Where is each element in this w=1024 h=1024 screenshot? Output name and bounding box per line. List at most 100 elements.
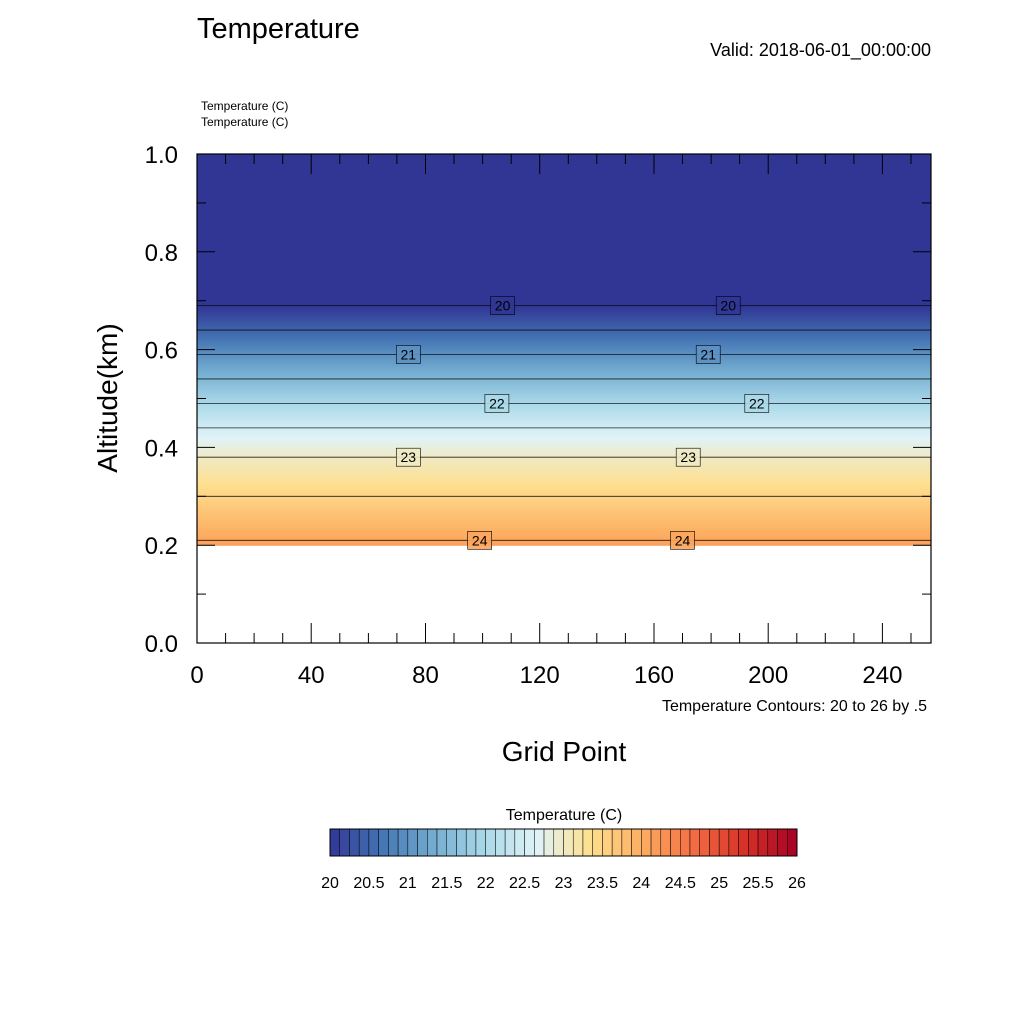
contour-label: 24 [472,532,488,548]
temperature-band [197,408,931,411]
temperature-band [197,320,931,323]
colorbar-box [787,828,798,857]
contour-label-box [715,296,741,315]
temperature-band [197,359,931,362]
colorbar-box [582,828,593,857]
temperature-band [197,230,931,233]
colorbar-box [689,828,700,857]
colorbar-box [358,828,370,857]
colorbar-tick-label: 26 [788,875,806,892]
temperature-band [197,294,931,298]
temperature-band [197,376,931,380]
colorbar-tick-label: 25 [710,875,728,892]
temperature-band [197,328,931,331]
temperature-band [197,361,931,364]
temperature-band [197,496,931,499]
temperature-band [197,163,931,167]
temperature-band [197,337,931,341]
temperature-band [197,316,931,319]
temperature-band [197,265,931,269]
x-tick-label: 160 [634,662,674,689]
colorbar-box [670,828,681,857]
temperature-band [197,335,931,339]
temperature-band [197,502,931,505]
temperature-band [197,245,931,249]
temperature-band [197,466,931,470]
temperature-band [197,257,931,261]
temperature-band [197,247,931,251]
colorbar-box [592,828,603,857]
temperature-band [197,480,931,484]
temperature-band [197,423,931,427]
colorbar [329,828,798,857]
temperature-band [197,220,931,224]
y-tick-label: 0.0 [145,631,178,658]
temperature-band [197,367,931,370]
temperature-band [197,202,931,206]
temperature-band [197,441,931,445]
temperature-band [197,322,931,325]
temperature-band [197,398,931,402]
temperature-band [197,425,931,429]
contour-label: 20 [720,298,736,314]
contour-label: 21 [401,347,417,363]
colorbar-tick-label: 22.5 [509,875,540,892]
temperature-band [197,155,931,159]
temperature-band [197,392,931,396]
temperature-band [197,281,931,284]
temperature-band [197,373,931,376]
temperature-band [197,287,931,290]
temperature-band [197,451,931,454]
colorbar-box [514,828,525,857]
colorbar-box [680,828,691,857]
temperature-band [197,472,931,476]
temperature-band [197,357,931,360]
temperature-band [197,519,931,523]
colorbar-box [368,828,379,857]
temperature-band [197,224,931,227]
temperature-band [197,420,931,423]
temperature-band [197,513,931,517]
temperature-band [197,400,931,404]
temperature-band [197,288,931,292]
temperature-band [197,457,931,460]
temperature-band [197,216,931,220]
temperature-band [197,363,931,366]
temperature-band [197,355,931,359]
colorbar-tick-label: 22 [477,875,495,892]
colorbar-box [446,828,457,857]
temperature-band [197,187,931,190]
temperature-band [197,181,931,184]
temperature-band [197,414,931,417]
temperature-band [197,347,931,351]
colorbar-box [611,828,623,857]
colorbar-box [397,828,409,857]
temperature-band [197,388,931,392]
colorbar-box [650,828,662,857]
temperature-band [197,525,931,529]
temperature-band [197,369,931,372]
temperature-band [197,222,931,226]
temperature-band [197,255,931,259]
colorbar-box [475,828,486,857]
temperature-band [197,461,931,464]
y-tick-label: 0.4 [145,435,178,462]
temperature-band [197,324,931,327]
temperature-fill-area [197,154,931,546]
temperature-band [197,418,931,421]
colorbar-box [621,828,632,857]
temperature-band [197,541,931,544]
colorbar-box [436,828,447,857]
temperature-band [197,159,931,163]
contour-labels: 20 20 21 21 22 22 23 23 24 24 [395,296,770,550]
temperature-band [197,173,931,177]
contour-label-box [395,345,421,364]
temperature-band [197,226,931,229]
colorbar-box [660,828,671,857]
temperature-band [197,416,931,419]
temperature-band [197,476,931,480]
contour-lines [197,305,931,541]
colorbar-tick-label: 20 [321,875,339,892]
contour-label-box [484,394,510,413]
temperature-band [197,529,931,533]
